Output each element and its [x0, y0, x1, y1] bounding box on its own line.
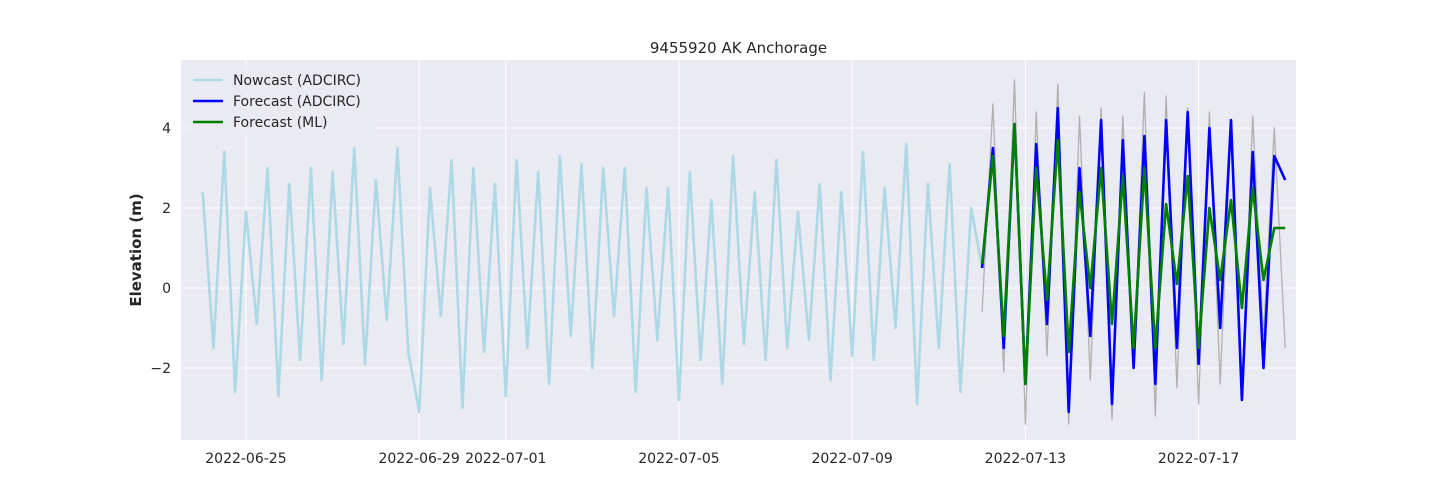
chart-title: 9455920 AK Anchorage: [650, 39, 827, 57]
y-tick-label: −2: [150, 361, 171, 377]
y-axis-ticks: −2 0 2 4: [150, 121, 171, 377]
legend-label: Forecast (ADCIRC): [233, 94, 361, 110]
y-tick-label: 0: [162, 281, 171, 297]
y-tick-label: 4: [162, 121, 171, 137]
legend-label: Forecast (ML): [233, 115, 328, 131]
x-axis-ticks: 2022-06-25 2022-06-29 2022-07-01 2022-07-05…: [205, 451, 1239, 467]
x-tick-label: 2022-07-05: [638, 451, 719, 467]
x-tick-label: 2022-06-29: [378, 451, 459, 467]
x-tick-label: 2022-07-17: [1158, 451, 1239, 467]
series-layer: [201, 79, 1287, 425]
x-tick-label: 2022-07-13: [985, 451, 1066, 467]
y-axis-label: Elevation (m): [127, 193, 145, 306]
x-tick-label: 2022-07-01: [465, 451, 546, 467]
legend: Nowcast (ADCIRC) Forecast (ADCIRC) Forecas…: [187, 66, 377, 136]
x-tick-label: 2022-06-25: [205, 451, 286, 467]
legend-box: [187, 66, 377, 136]
x-tick-label: 2022-07-09: [811, 451, 892, 467]
y-tick-label: 2: [162, 201, 171, 217]
forecast-ml-series-line: [980, 122, 1286, 386]
legend-label: Nowcast (ADCIRC): [233, 73, 361, 89]
nowcast-series-line: [201, 142, 984, 414]
